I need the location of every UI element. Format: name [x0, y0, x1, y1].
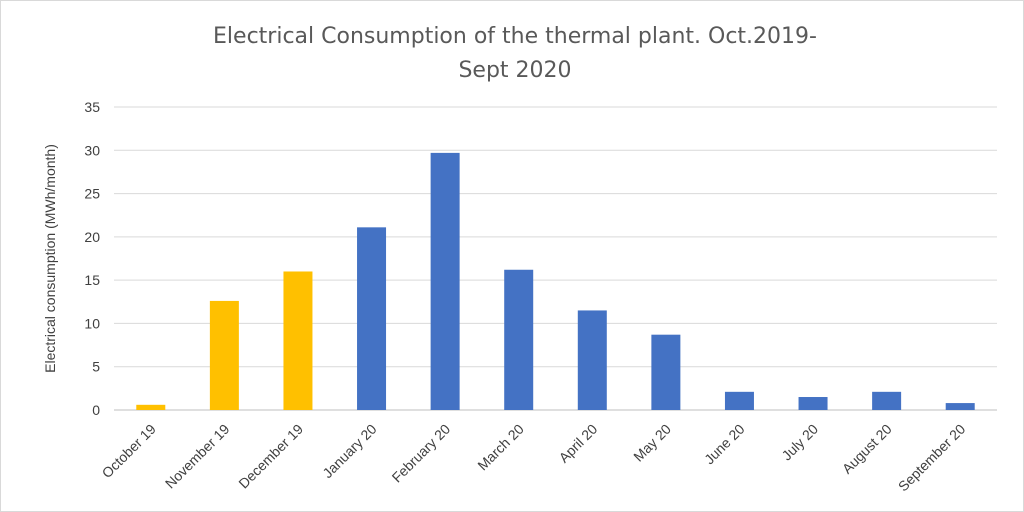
- x-tick-label: August 20: [839, 421, 895, 477]
- x-tick-labels: October 19 November 19 December 19 January …: [99, 421, 969, 495]
- y-tick-label: 35: [84, 99, 100, 115]
- y-tick-label: 20: [84, 229, 100, 245]
- y-axis-label: Electrical consumption (MWh/month): [42, 144, 58, 373]
- chart-title-line-1: Electrical Consumption of the thermal pl…: [213, 24, 817, 49]
- gridlines: [114, 106, 997, 411]
- x-tick-label: November 19: [162, 421, 233, 492]
- bar: [430, 152, 460, 410]
- y-tick-label: 10: [84, 315, 100, 331]
- bar: [724, 391, 754, 410]
- bar: [136, 404, 166, 410]
- bar: [651, 334, 681, 410]
- x-tick-label: June 20: [701, 421, 748, 468]
- y-tick-label: 5: [92, 359, 100, 375]
- bar: [872, 391, 902, 410]
- x-tick-label: April 20: [556, 421, 601, 466]
- bars: [136, 152, 975, 410]
- x-tick-label: May 20: [630, 421, 674, 465]
- bar: [357, 227, 387, 410]
- bar: [798, 397, 828, 410]
- x-tick-label: July 20: [778, 421, 821, 464]
- bar: [209, 300, 239, 410]
- x-tick-label: March 20: [474, 421, 527, 474]
- y-tick-label: 30: [84, 142, 100, 158]
- bar: [577, 310, 607, 410]
- bar: [504, 269, 534, 410]
- y-tick-label: 0: [92, 402, 100, 418]
- bar: [283, 271, 313, 410]
- chart-title-line-2: Sept 2020: [458, 58, 571, 83]
- x-tick-label: February 20: [389, 421, 454, 486]
- x-tick-label: January 20: [319, 421, 379, 481]
- bar: [945, 403, 975, 410]
- x-tick-label: September 20: [895, 421, 969, 495]
- x-tick-label: October 19: [99, 421, 159, 481]
- x-tick-label: December 19: [235, 421, 306, 492]
- y-tick-label: 15: [84, 272, 100, 288]
- y-tick-label: 25: [84, 186, 100, 202]
- y-tick-labels: 0 5 10 15 20 25 30 35: [84, 99, 100, 418]
